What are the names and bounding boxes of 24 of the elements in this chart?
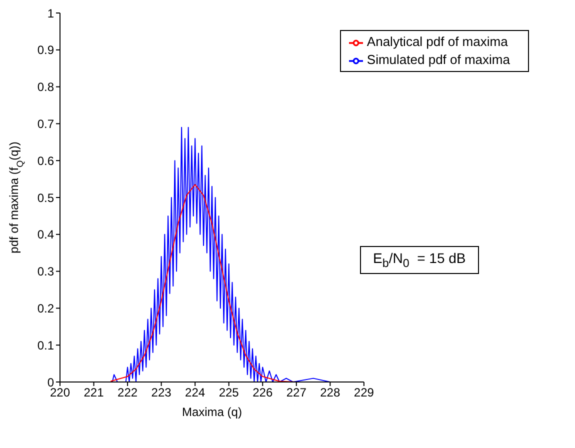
x-tick-label: 228: [320, 386, 340, 400]
legend-label: Simulated pdf of maxima: [366, 52, 510, 67]
line-series: [112, 126, 331, 382]
y-tick-label: 0.3: [37, 264, 54, 279]
x-tick-label: 223: [151, 386, 172, 400]
y-tick-label: 0.8: [37, 80, 54, 94]
y-tick-label: 0.7: [37, 116, 54, 131]
y-tick-label: 0.4: [37, 228, 54, 242]
x-tick-label: 227: [286, 386, 307, 400]
x-tick-label: 222: [118, 386, 138, 400]
y-tick-label: 0.2: [37, 301, 54, 316]
legend-label: Analytical pdf of maxima: [366, 34, 508, 49]
x-tick-label: 226: [252, 386, 273, 400]
y-tick-label: 0.1: [37, 338, 54, 352]
y-tick-label: 1: [47, 6, 54, 20]
y-tick-label: 0.9: [37, 43, 54, 58]
x-tick-label: 225: [218, 386, 240, 400]
text: E$_{b}$/N$_{0}$ = 15 dB: [360, 246, 479, 274]
x-tick-label: 224: [185, 386, 206, 400]
x-tick-label: 229: [354, 386, 374, 400]
y-tick-label: 0.5: [37, 190, 54, 205]
x-tick-label: 221: [84, 386, 104, 400]
x-axis-title: Maxima (q): [182, 405, 242, 419]
y-tick-label: 0.6: [37, 154, 54, 168]
